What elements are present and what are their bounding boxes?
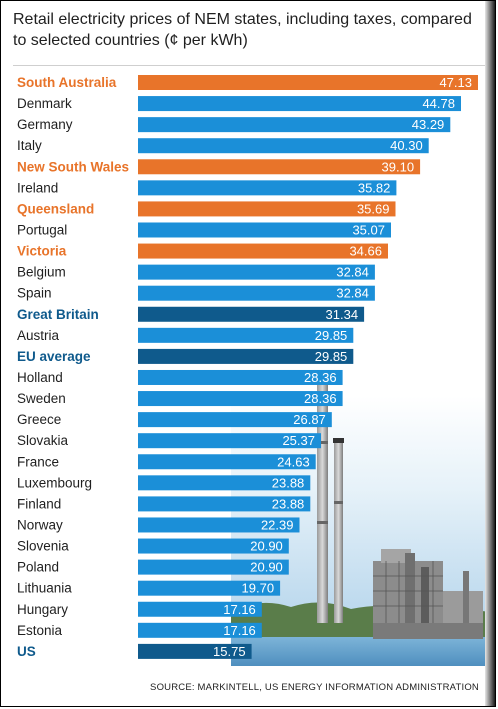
value-label-great-britain: 31.34 <box>326 307 359 322</box>
value-label-us: 15.75 <box>213 644 246 659</box>
bar-estonia <box>138 622 262 638</box>
category-label-slovakia: Slovakia <box>17 433 69 448</box>
value-label-estonia: 17.16 <box>223 623 256 638</box>
bar-lithuania <box>138 580 281 596</box>
value-label-finland: 23.88 <box>272 496 305 511</box>
bar-ireland <box>138 180 397 196</box>
value-label-queensland: 35.69 <box>357 201 390 216</box>
bar-luxembourg <box>138 475 311 491</box>
category-label-great-britain: Great Britain <box>17 307 99 322</box>
value-label-poland: 20.90 <box>250 560 283 575</box>
bar-great-britain <box>138 306 365 322</box>
bar-holland <box>138 369 343 385</box>
bar-germany <box>138 117 451 133</box>
value-label-ireland: 35.82 <box>358 180 391 195</box>
category-label-new-south-wales: New South Wales <box>17 159 129 174</box>
bar-slovakia <box>138 433 321 449</box>
category-label-poland: Poland <box>17 560 59 575</box>
bar-hungary <box>138 601 262 617</box>
bar-italy <box>138 138 429 154</box>
category-label-hungary: Hungary <box>17 602 68 617</box>
category-label-estonia: Estonia <box>17 623 63 638</box>
bar-denmark <box>138 96 461 112</box>
category-label-south-australia: South Australia <box>17 75 117 90</box>
category-label-france: France <box>17 454 59 469</box>
category-label-sweden: Sweden <box>17 391 66 406</box>
source-note: SOURCE: MARKINTELL, US ENERGY INFORMATIO… <box>150 682 479 693</box>
title-divider <box>13 65 485 66</box>
value-label-france: 24.63 <box>277 454 310 469</box>
bar-queensland <box>138 201 396 217</box>
bar-belgium <box>138 264 375 280</box>
category-label-norway: Norway <box>17 517 63 532</box>
category-label-queensland: Queensland <box>17 201 94 216</box>
value-label-italy: 40.30 <box>390 138 423 153</box>
value-label-norway: 22.39 <box>261 517 294 532</box>
category-label-spain: Spain <box>17 286 52 301</box>
bar-france <box>138 454 316 470</box>
value-label-eu-average: 29.85 <box>315 349 348 364</box>
category-label-italy: Italy <box>17 138 42 153</box>
category-label-portugal: Portugal <box>17 222 67 237</box>
value-label-victoria: 34.66 <box>349 244 382 259</box>
value-label-south-australia: 47.13 <box>439 75 472 90</box>
value-label-hungary: 17.16 <box>223 602 256 617</box>
chimney-short <box>334 438 343 623</box>
bar-austria <box>138 327 354 343</box>
category-label-luxembourg: Luxembourg <box>17 475 92 490</box>
value-label-greece: 26.87 <box>293 412 326 427</box>
bar-south-australia <box>138 75 478 90</box>
category-label-us: US <box>17 644 36 659</box>
bar-greece <box>138 412 332 428</box>
category-label-denmark: Denmark <box>17 96 72 111</box>
category-label-victoria: Victoria <box>17 244 67 259</box>
scrollbar-edge <box>485 1 495 706</box>
value-label-luxembourg: 23.88 <box>272 475 305 490</box>
value-label-lithuania: 19.70 <box>242 581 275 596</box>
category-label-ireland: Ireland <box>17 180 58 195</box>
value-label-holland: 28.36 <box>304 370 337 385</box>
value-label-sweden: 28.36 <box>304 391 337 406</box>
category-label-eu-average: EU average <box>17 349 91 364</box>
chart-title: Retail electricity prices of NEM states,… <box>13 11 472 49</box>
category-label-slovenia: Slovenia <box>17 539 69 554</box>
bar-slovenia <box>138 538 289 554</box>
bar-spain <box>138 285 375 301</box>
bar-sweden <box>138 391 343 407</box>
chimney-tall <box>317 373 328 623</box>
category-label-lithuania: Lithuania <box>17 581 72 596</box>
bar-us <box>138 643 252 659</box>
value-label-austria: 29.85 <box>315 328 348 343</box>
value-label-slovakia: 25.37 <box>282 433 315 448</box>
category-label-holland: Holland <box>17 370 63 385</box>
bar-new-south-wales <box>138 159 421 175</box>
category-label-germany: Germany <box>17 117 73 132</box>
bar-norway <box>138 517 300 533</box>
value-label-slovenia: 20.90 <box>250 539 283 554</box>
category-label-austria: Austria <box>17 328 60 343</box>
bar-victoria <box>138 243 388 259</box>
value-label-belgium: 32.84 <box>336 265 369 280</box>
category-label-greece: Greece <box>17 412 61 427</box>
water <box>231 637 495 666</box>
bar-poland <box>138 559 289 575</box>
bar-portugal <box>138 222 391 238</box>
bar-eu-average <box>138 348 354 364</box>
value-label-denmark: 44.78 <box>422 96 455 111</box>
value-label-new-south-wales: 39.10 <box>382 159 415 174</box>
value-label-germany: 43.29 <box>412 117 445 132</box>
category-label-belgium: Belgium <box>17 265 66 280</box>
bar-finland <box>138 496 311 512</box>
value-label-spain: 32.84 <box>336 286 369 301</box>
category-label-finland: Finland <box>17 496 61 511</box>
value-label-portugal: 35.07 <box>352 222 385 237</box>
